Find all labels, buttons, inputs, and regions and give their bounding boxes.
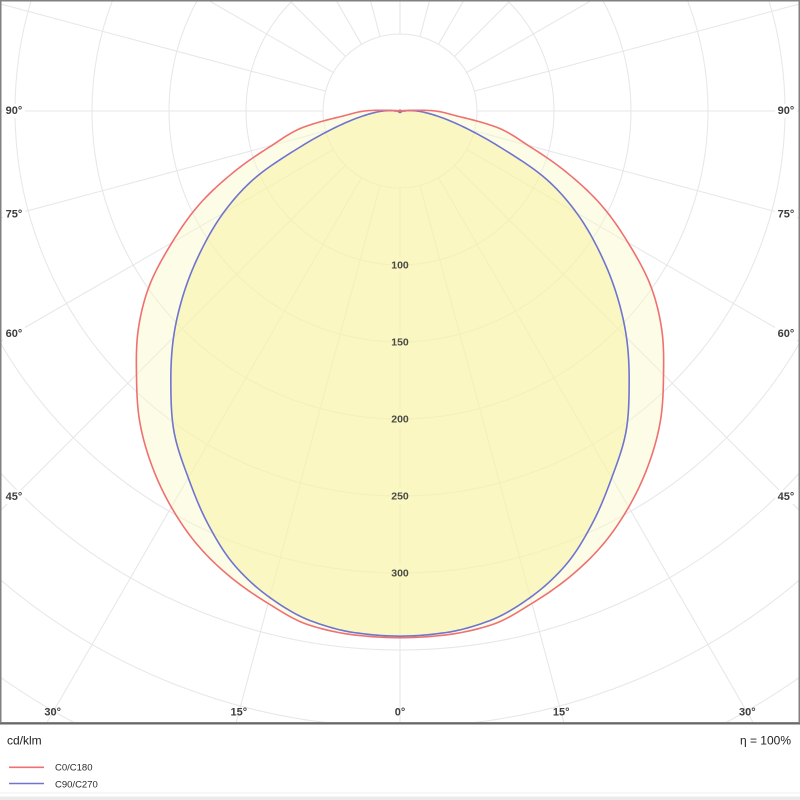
svg-text:60°: 60° <box>778 328 795 340</box>
svg-text:30°: 30° <box>739 707 756 719</box>
svg-text:C90/C270: C90/C270 <box>55 780 98 791</box>
svg-text:60°: 60° <box>6 328 23 340</box>
svg-text:C0/C180: C0/C180 <box>55 762 93 773</box>
svg-text:30°: 30° <box>44 707 61 719</box>
svg-text:η = 100%: η = 100% <box>740 734 791 748</box>
svg-text:90°: 90° <box>778 105 795 117</box>
svg-text:250: 250 <box>391 491 409 503</box>
svg-text:90°: 90° <box>6 105 23 117</box>
svg-text:150: 150 <box>391 337 409 349</box>
svg-text:15°: 15° <box>230 707 247 719</box>
svg-text:75°: 75° <box>778 208 795 220</box>
svg-text:0°: 0° <box>395 707 406 719</box>
svg-text:200: 200 <box>391 414 409 426</box>
svg-text:100: 100 <box>391 260 409 272</box>
svg-text:15°: 15° <box>553 707 570 719</box>
svg-text:cd/klm: cd/klm <box>7 734 42 748</box>
svg-text:75°: 75° <box>6 208 23 220</box>
svg-text:45°: 45° <box>778 491 795 503</box>
svg-text:300: 300 <box>391 568 409 580</box>
svg-text:45°: 45° <box>6 491 23 503</box>
